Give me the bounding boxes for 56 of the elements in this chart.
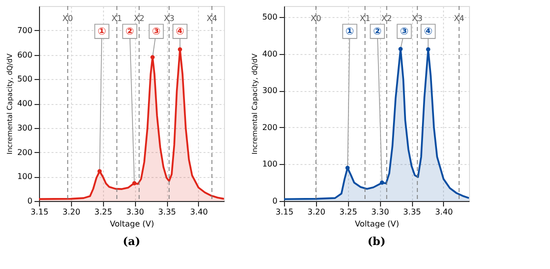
- x-tick-label: 3.35: [158, 208, 176, 216]
- x-tick-label: 3.25: [339, 208, 358, 216]
- x-tick-label: 3.20: [62, 208, 80, 216]
- annotation: ④: [176, 26, 184, 38]
- text: (a): [122, 235, 140, 248]
- ref-line-label: X3: [164, 14, 174, 23]
- y-tick-label: 700: [17, 26, 32, 35]
- x-axis-title: Voltage (V): [110, 220, 154, 228]
- ref-line-label: X1: [112, 14, 122, 23]
- point: [97, 169, 102, 174]
- y-tick-label: 200: [262, 122, 278, 132]
- annotation: ④: [424, 26, 432, 38]
- x-tick-label: 3.35: [403, 208, 421, 216]
- ref-line-label: X1: [360, 14, 370, 23]
- ref-line-label: X0: [310, 14, 322, 23]
- annotation: ②: [126, 26, 134, 38]
- annotation: ①: [346, 26, 354, 38]
- x-axis-title: Voltage (V): [354, 220, 400, 228]
- text: (b): [367, 235, 386, 248]
- point: [426, 47, 430, 52]
- x-tick-label: 3.15: [30, 208, 48, 216]
- x-tick-label: 3.20: [307, 208, 326, 216]
- point: [178, 47, 182, 52]
- y-tick-label: 400: [17, 99, 32, 108]
- annotation: ③: [152, 26, 160, 38]
- annotation: ②: [373, 26, 382, 38]
- point: [398, 46, 403, 52]
- ref-line-label: X2: [134, 14, 144, 23]
- ref-line-label: X4: [454, 14, 464, 23]
- y-tick-label: 500: [262, 12, 278, 22]
- ref-line-label: X3: [412, 14, 423, 23]
- y-tick-label: 200: [17, 148, 32, 157]
- x-tick-label: 3.30: [126, 208, 144, 216]
- x-tick-label: 3.15: [276, 208, 294, 216]
- ref-line-label: X4: [206, 14, 218, 23]
- x-tick-label: 3.25: [94, 208, 112, 216]
- y-tick-label: 100: [262, 160, 278, 169]
- annotation: ③: [400, 26, 408, 38]
- y-tick-label: 400: [262, 49, 278, 58]
- y-tick-label: 0: [272, 196, 278, 206]
- x-tick-label: 3.30: [371, 208, 390, 216]
- x-tick-label: 3.40: [190, 208, 208, 216]
- ref-line-label: X2: [381, 14, 392, 23]
- y-tick-label: 0: [27, 196, 32, 206]
- y-tick-label: 300: [262, 86, 278, 96]
- point: [150, 55, 155, 60]
- point: [380, 180, 384, 185]
- y-tick-label: 100: [17, 172, 32, 182]
- y-tick-label: 600: [17, 50, 32, 60]
- y-tick-label: 500: [17, 74, 32, 84]
- point: [345, 166, 350, 170]
- annotation: ①: [98, 26, 106, 38]
- x-tick-label: 3.40: [435, 208, 453, 216]
- ref-line-label: X0: [62, 14, 73, 23]
- point: [132, 181, 136, 186]
- y-tick-label: 300: [17, 123, 32, 132]
